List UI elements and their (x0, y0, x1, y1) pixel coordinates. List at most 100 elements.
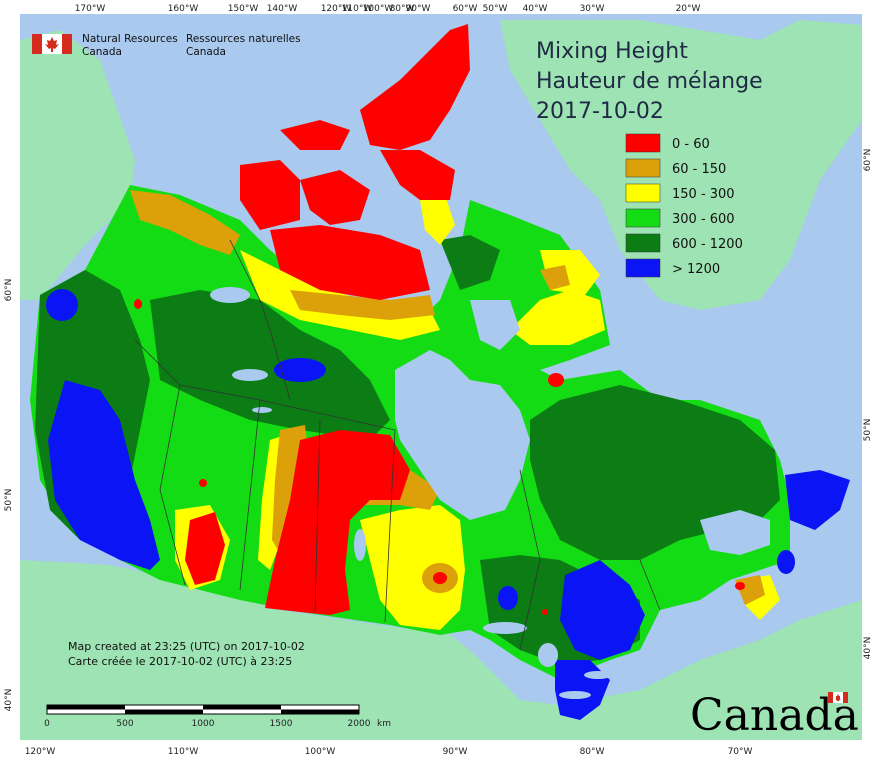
title-fr: Hauteur de mélange (536, 69, 763, 94)
zone-0-60 (380, 150, 455, 200)
lon-label: 100°W (363, 4, 394, 14)
canada-flag-icon (32, 34, 72, 54)
zone-60-150 (540, 265, 570, 290)
legend-label: > 1200 (672, 262, 720, 277)
lat-label: 50°N (4, 489, 14, 512)
right-latitude-labels: 60°N 50°N 40°N (863, 149, 873, 660)
wordmark-flag-icon (828, 692, 848, 703)
zone-0-60 (542, 609, 548, 615)
legend-swatch (625, 208, 661, 228)
zone-0-60 (735, 582, 745, 590)
zone-0-60 (300, 170, 370, 225)
legend-label: 600 - 1200 (672, 237, 743, 252)
gulf-st-lawrence (700, 510, 770, 555)
legend-swatch (625, 158, 661, 178)
top-longitude-labels: 170°W 160°W 150°W 140°W 120°W 110°W 100°… (75, 4, 701, 14)
legend-label: 0 - 60 (672, 137, 710, 152)
lon-label: 170°W (75, 4, 106, 14)
credit-fr: Carte créée le 2017-10-02 (UTC) à 23:25 (68, 655, 292, 668)
lon-label: 160°W (168, 4, 199, 14)
lon-label: 100°W (305, 747, 336, 757)
scale-tick: 1500 (270, 719, 293, 729)
other-land (20, 20, 862, 740)
lat-label: 60°N (4, 279, 14, 302)
foxe-basin (470, 300, 520, 350)
zone-0-60 (185, 512, 225, 585)
bottom-longitude-labels: 120°W 110°W 100°W 90°W 80°W 70°W (25, 747, 753, 757)
scale-tick: 1000 (192, 719, 215, 729)
lon-label: 80°W (580, 747, 605, 757)
zone-600-1200 (440, 235, 500, 290)
lat-label: 50°N (863, 419, 873, 442)
lake-winnipeg (354, 529, 366, 561)
lon-label: 70°W (728, 747, 753, 757)
lon-label: 40°W (523, 4, 548, 14)
zone-over-1200 (560, 560, 645, 660)
legend-swatch (625, 183, 661, 203)
legend-swatch (625, 133, 661, 153)
zone-over-1200 (785, 470, 850, 530)
zone-150-300 (420, 195, 455, 245)
lon-label: 90°W (443, 747, 468, 757)
legend-swatch (625, 233, 661, 253)
zone-over-1200 (48, 380, 160, 570)
zone-0-60 (240, 160, 300, 230)
lon-label: 140°W (267, 4, 298, 14)
agency-fr-line2: Canada (186, 46, 226, 58)
zone-over-1200 (274, 358, 326, 382)
lon-label: 30°W (580, 4, 605, 14)
map-title: Mixing Height Hauteur de mélange 2017-10… (536, 39, 763, 124)
legend-label: 300 - 600 (672, 212, 735, 227)
credit-en: Map created at 23:25 (UTC) on 2017-10-02 (68, 640, 305, 653)
lon-label: 60°W (453, 4, 478, 14)
agency-en-line1: Natural Resources (82, 33, 178, 45)
zone-0-60 (280, 120, 350, 150)
legend-label: 150 - 300 (672, 187, 735, 202)
lon-label: 110°W (342, 4, 373, 14)
lon-label: 120°W (25, 747, 56, 757)
title-en: Mixing Height (536, 39, 688, 64)
scale-bar: 0 500 1000 1500 2000 km (44, 704, 391, 729)
zone-150-300 (510, 290, 605, 345)
great-bear-lake (210, 287, 250, 303)
map-date: 2017-10-02 (536, 99, 664, 124)
lake-ontario (584, 671, 612, 679)
lat-label: 40°N (863, 637, 873, 660)
lon-label: 20°W (676, 4, 701, 14)
nrcan-logo: Natural Resources Canada Ressources natu… (32, 33, 301, 58)
lon-label: 50°W (483, 4, 508, 14)
zone-60-150 (290, 290, 435, 320)
lon-label: 90°W (406, 4, 431, 14)
legend-swatch (625, 258, 661, 278)
scale-unit: km (377, 719, 391, 729)
lake-huron (538, 643, 558, 667)
legend: 0 - 60 60 - 150 150 - 300 300 - 600 600 - 12… (625, 133, 743, 278)
lat-label: 40°N (4, 689, 14, 712)
zone-60-150 (130, 190, 240, 255)
canada-wordmark: Canada (690, 690, 859, 741)
lakes (210, 287, 770, 699)
great-slave-lake (232, 369, 268, 381)
lake-athabasca (252, 407, 272, 413)
left-latitude-labels: 60°N 50°N 40°N (4, 279, 14, 712)
agency-fr-line1: Ressources naturelles (186, 33, 301, 45)
zone-600-1200 (150, 290, 390, 440)
zone-0-60 (433, 572, 447, 584)
scale-tick: 500 (116, 719, 133, 729)
zone-0-60 (270, 225, 430, 300)
lake-superior (483, 622, 527, 634)
hudson-bay (395, 350, 530, 520)
lon-label: 80°W (390, 4, 415, 14)
provincial-borders (134, 239, 661, 651)
zone-0-60 (199, 479, 207, 487)
zone-0-60 (360, 24, 470, 150)
zone-60-150 (735, 575, 765, 605)
zone-over-1200 (498, 586, 518, 610)
zone-0-60 (265, 430, 410, 615)
scale-tick: 0 (44, 719, 50, 729)
zone-over-1200 (777, 550, 795, 574)
lat-label: 60°N (863, 149, 873, 172)
lake-erie (559, 691, 591, 699)
zone-0-60 (134, 299, 142, 309)
